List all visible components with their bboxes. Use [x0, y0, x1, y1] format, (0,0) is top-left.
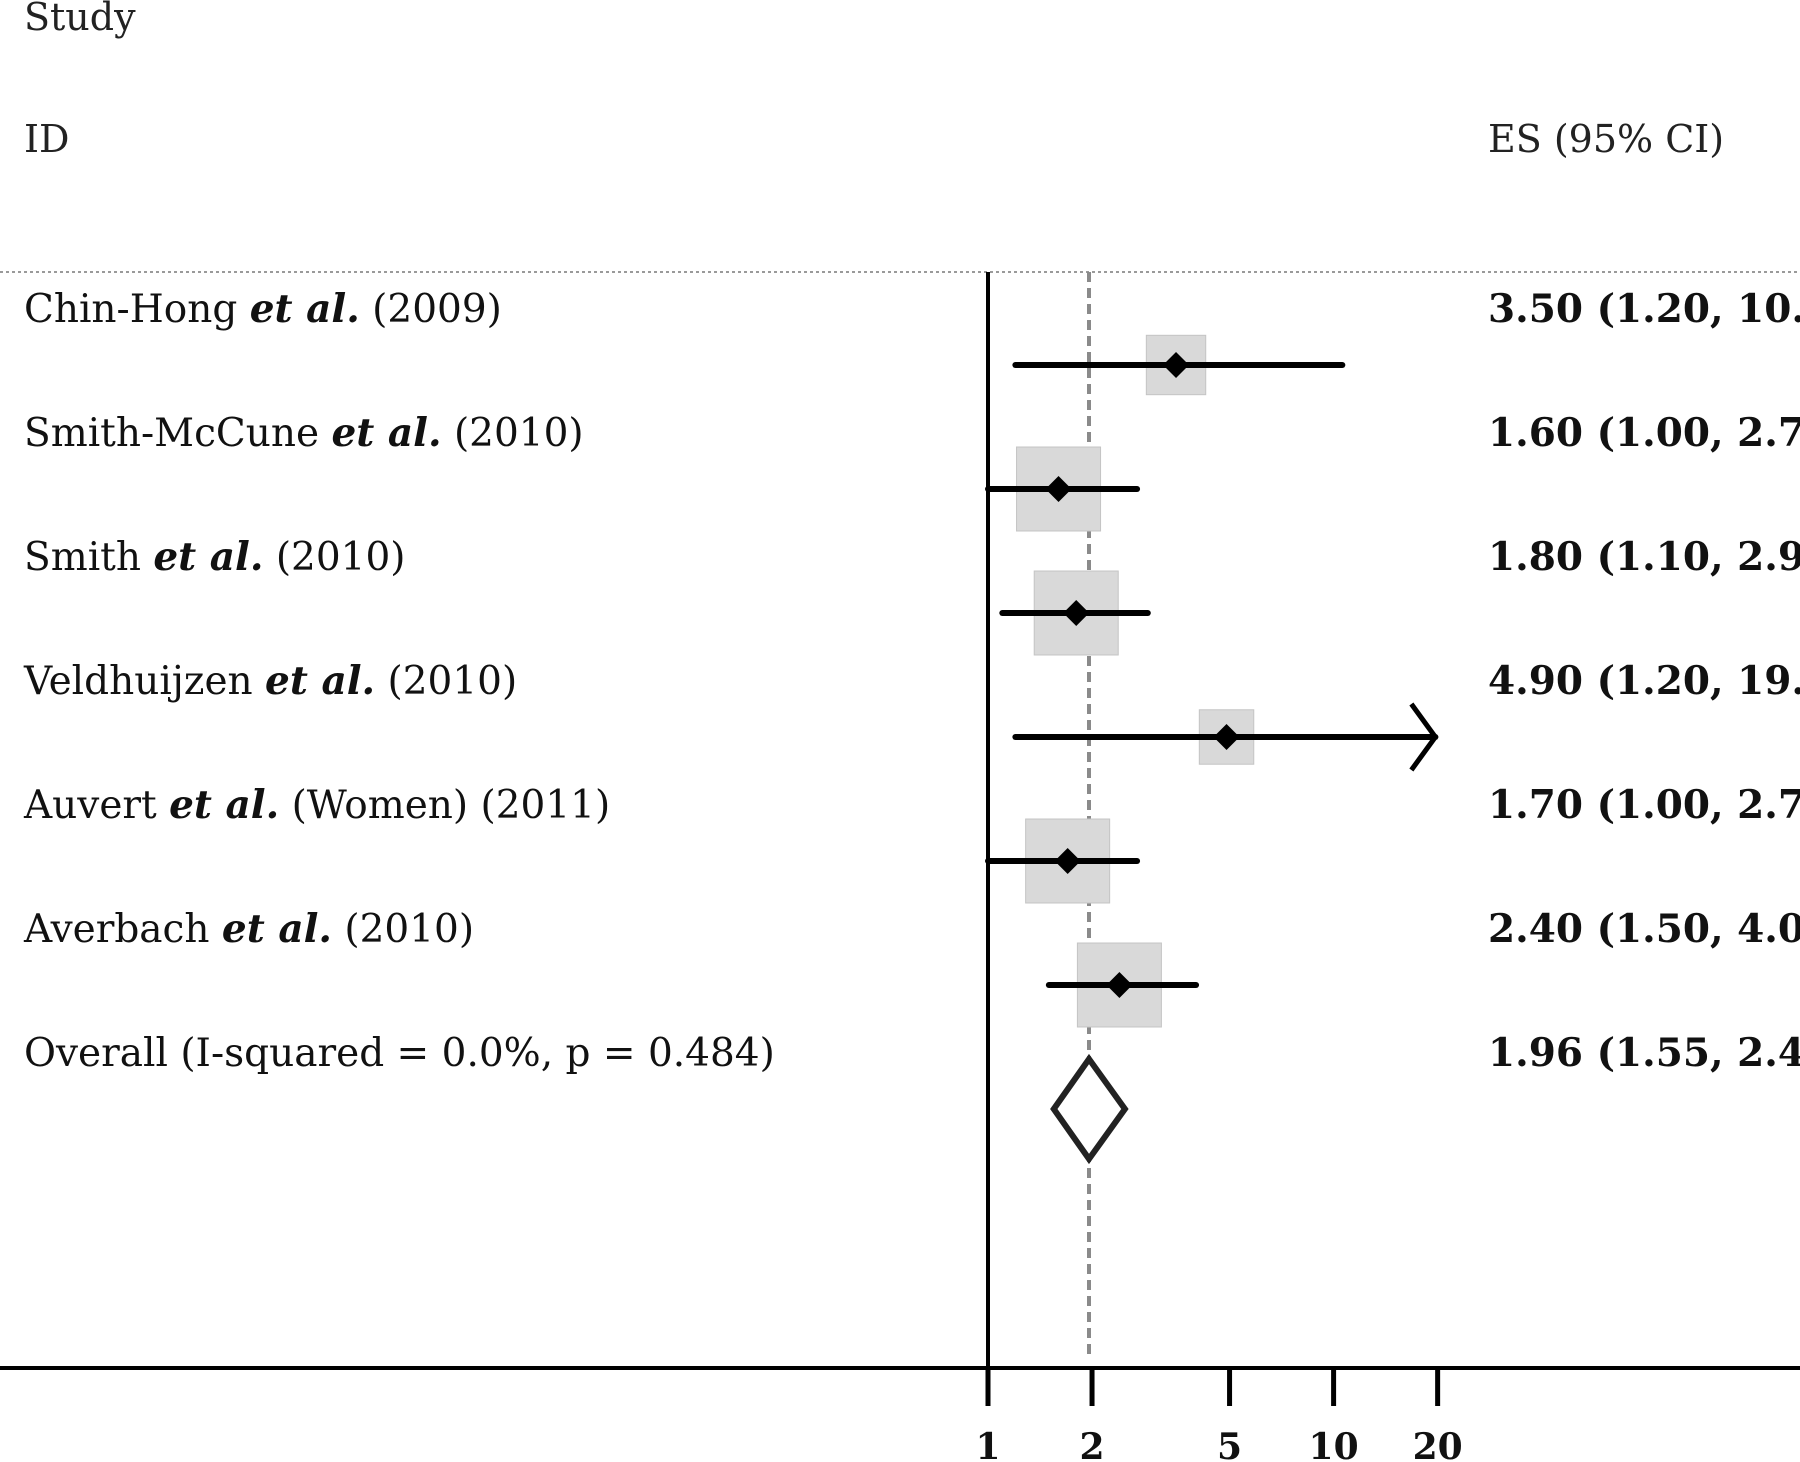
study-row: Smith-McCune et al. (2010) 1.60 (1.00, 2.… — [24, 410, 1800, 532]
study-name: Chin-Hong — [24, 287, 250, 332]
study-name: Smith-McCune — [24, 411, 331, 456]
x-tick-label: 1 — [975, 1426, 1000, 1462]
es-ci-value: 1.80 (1.10, 2.90) — [1488, 534, 1800, 580]
overall-es-ci-value: 1.96 (1.55, 2.49) — [1488, 1030, 1800, 1076]
study-year: (2010) — [442, 411, 584, 456]
study-label: Chin-Hong et al. (2009) — [24, 286, 502, 332]
overall-row: Overall (I-squared = 0.0%, p = 0.484) 1.9… — [24, 1030, 1800, 1165]
es-ci-value: 2.40 (1.50, 4.00) — [1488, 906, 1800, 952]
es-ci-value: 4.90 (1.20, 19.70) — [1488, 658, 1800, 704]
study-year: (2010) — [332, 907, 474, 952]
et-al: et al. — [222, 906, 332, 952]
study-year: (2009) — [360, 287, 502, 332]
et-al: et al. — [250, 286, 360, 332]
study-name: Averbach — [23, 907, 222, 952]
study-header: Study — [24, 0, 136, 39]
study-row: Chin-Hong et al. (2009) 3.50 (1.20, 10.60… — [24, 286, 1800, 396]
x-axis: 1 2 5 10 20 — [0, 1366, 1800, 1462]
es-ci-value: 1.60 (1.00, 2.70) — [1488, 410, 1800, 456]
x-tick-label: 20 — [1413, 1426, 1463, 1462]
study-name: Auvert — [23, 783, 169, 828]
point-estimate — [1213, 724, 1240, 750]
study-label: Auvert et al. (Women) (2011) — [23, 782, 610, 828]
point-estimate — [1045, 476, 1072, 502]
study-label: Smith et al. (2010) — [24, 534, 406, 580]
study-year: (2010) — [375, 659, 517, 704]
id-header: ID — [24, 117, 69, 161]
x-tick-label: 2 — [1080, 1426, 1105, 1462]
study-row: Averbach et al. (2010) 2.40 (1.50, 4.00) — [23, 906, 1800, 1028]
es-ci-header: ES (95% CI) — [1488, 117, 1724, 161]
study-label: Veldhuijzen et al. (2010) — [23, 658, 517, 704]
et-al: et al. — [331, 410, 441, 456]
es-ci-value: 1.70 (1.00, 2.70) — [1488, 782, 1800, 828]
study-rows: Chin-Hong et al. (2009) 3.50 (1.20, 10.60… — [23, 272, 1800, 1368]
x-tick-label: 5 — [1217, 1426, 1242, 1462]
ci-arrow — [1409, 702, 1439, 772]
study-row: Veldhuijzen et al. (2010) 4.90 (1.20, 19.… — [23, 658, 1800, 772]
study-row: Smith et al. (2010) 1.80 (1.10, 2.90) — [24, 534, 1800, 656]
study-row: Auvert et al. (Women) (2011) 1.70 (1.00, … — [23, 782, 1800, 904]
point-estimate — [1163, 352, 1190, 378]
et-al: et al. — [169, 782, 279, 828]
study-year: (Women) (2011) — [279, 783, 610, 828]
et-al: et al. — [153, 534, 263, 580]
overall-diamond — [1050, 1053, 1129, 1165]
point-estimate — [1063, 600, 1090, 626]
es-ci-value: 3.50 (1.20, 10.60) — [1488, 286, 1800, 332]
overall-label: Overall (I-squared = 0.0%, p = 0.484) — [24, 1031, 775, 1076]
point-estimate — [1054, 848, 1081, 874]
point-estimate — [1106, 972, 1133, 998]
et-al: et al. — [265, 658, 375, 704]
study-name: Smith — [24, 535, 153, 580]
study-label: Smith-McCune et al. (2010) — [24, 410, 584, 456]
study-name: Veldhuijzen — [23, 659, 265, 704]
x-tick-label: 10 — [1309, 1426, 1359, 1462]
study-label: Averbach et al. (2010) — [23, 906, 474, 952]
study-year: (2010) — [263, 535, 405, 580]
